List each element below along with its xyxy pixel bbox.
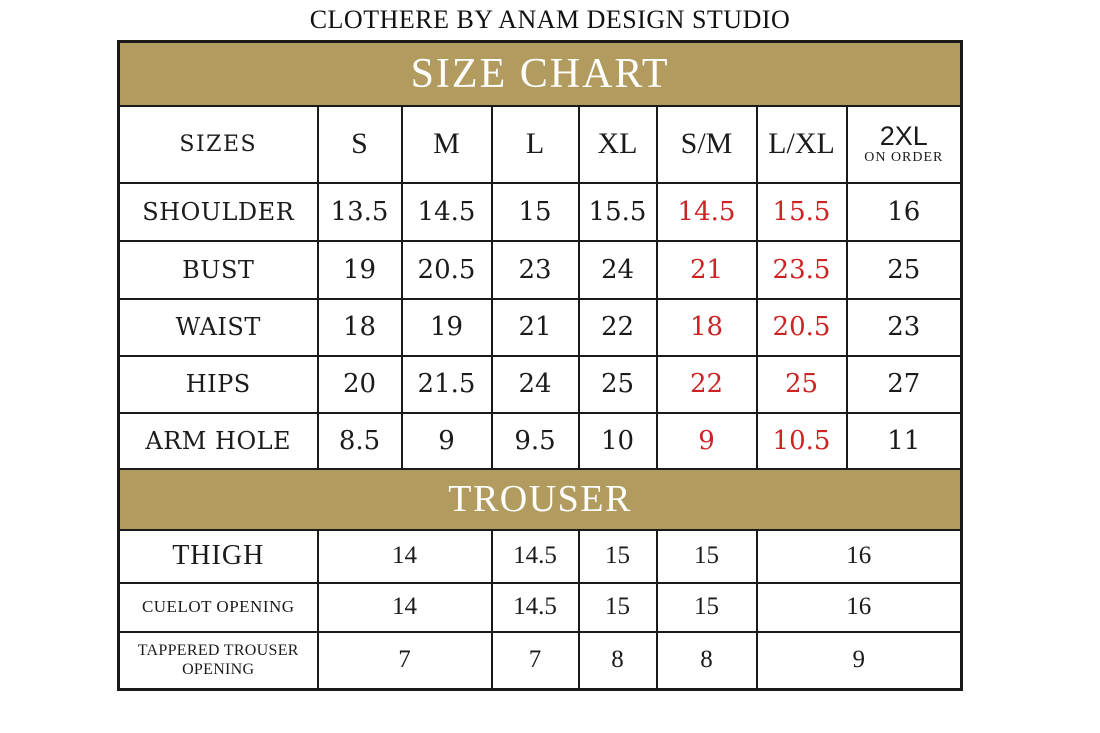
column-header-2xl: 2XL ON ORDER (845, 104, 963, 184)
cell-thigh-lxl-span: 16 (755, 528, 963, 584)
cell-shoulder-lxl: 15.5 (755, 181, 848, 242)
cell-hips-xl: 25 (577, 354, 658, 414)
brand-title: CLOTHERE BY ANAM DESIGN STUDIO (309, 5, 791, 34)
row-label-bust: BUST (117, 239, 319, 300)
cell-waist-lxl: 20.5 (755, 297, 848, 357)
cell-shoulder-xl: 15.5 (577, 181, 658, 242)
cell-thigh-sm: 15 (655, 528, 758, 584)
cell-shoulder-s: 13.5 (316, 181, 403, 242)
table-row-armhole: ARM HOLE 8.5 9 9.5 10 9 10.5 11 (117, 411, 963, 470)
cell-tappered-lxl-span: 9 (755, 630, 963, 691)
column-header-2xl-label: 2XL (879, 121, 928, 151)
column-header-m: M (400, 104, 493, 184)
cell-armhole-xl: 10 (577, 411, 658, 470)
cell-hips-sm: 22 (655, 354, 758, 414)
table-row-thigh: THIGH 14 14.5 15 15 16 (117, 528, 963, 584)
column-header-2xl-note: ON ORDER (864, 150, 944, 165)
cell-bust-m: 20.5 (400, 239, 493, 300)
cell-hips-s: 20 (316, 354, 403, 414)
cell-cuelot-lxl-span: 16 (755, 581, 963, 633)
cell-thigh-l: 14.5 (490, 528, 580, 584)
cell-waist-xl: 22 (577, 297, 658, 357)
cell-bust-xl: 24 (577, 239, 658, 300)
cell-hips-lxl: 25 (755, 354, 848, 414)
cell-armhole-l: 9.5 (490, 411, 580, 470)
cell-bust-sm: 21 (655, 239, 758, 300)
column-header-sizes: SIZES (117, 104, 319, 184)
row-label-hips: HIPS (117, 354, 319, 414)
cell-waist-2xl: 23 (845, 297, 963, 357)
row-label-waist: WAIST (117, 297, 319, 357)
size-chart-container: SIZE CHART SIZES S M L XL S/M L/XL 2XL O… (117, 40, 964, 691)
cell-cuelot-sm: 15 (655, 581, 758, 633)
cell-armhole-sm: 9 (655, 411, 758, 470)
cell-shoulder-m: 14.5 (400, 181, 493, 242)
cell-armhole-2xl: 11 (845, 411, 963, 470)
cell-tappered-sm: 8 (655, 630, 758, 691)
trouser-banner: TROUSER (117, 467, 963, 531)
cell-cuelot-xl: 15 (577, 581, 658, 633)
cell-tappered-sm-span: 7 (316, 630, 493, 691)
cell-shoulder-sm: 14.5 (655, 181, 758, 242)
trouser-banner-row: TROUSER (117, 467, 963, 531)
row-label-cuelot-opening: CUELOT OPENING (117, 581, 319, 633)
cell-hips-m: 21.5 (400, 354, 493, 414)
cell-bust-s: 19 (316, 239, 403, 300)
column-header-s: S (316, 104, 403, 184)
cell-armhole-lxl: 10.5 (755, 411, 848, 470)
cell-shoulder-l: 15 (490, 181, 580, 242)
table-row-bust: BUST 19 20.5 23 24 21 23.5 25 (117, 239, 963, 300)
cell-bust-l: 23 (490, 239, 580, 300)
table-row-shoulder: SHOULDER 13.5 14.5 15 15.5 14.5 15.5 16 (117, 181, 963, 242)
table-row-tappered: TAPPERED TROUSER OPENING 7 7 8 8 9 (117, 630, 963, 691)
cell-tappered-xl: 8 (577, 630, 658, 691)
cell-thigh-sm-span: 14 (316, 528, 493, 584)
table-row-cuelot: CUELOT OPENING 14 14.5 15 15 16 (117, 581, 963, 633)
row-label-shoulder: SHOULDER (117, 181, 319, 242)
table-row-hips: HIPS 20 21.5 24 25 22 25 27 (117, 354, 963, 414)
cell-bust-lxl: 23.5 (755, 239, 848, 300)
cell-thigh-xl: 15 (577, 528, 658, 584)
size-header-row: SIZES S M L XL S/M L/XL 2XL ON ORDER (117, 104, 963, 184)
cell-waist-sm: 18 (655, 297, 758, 357)
cell-waist-l: 21 (490, 297, 580, 357)
column-header-l: L (490, 104, 580, 184)
cell-tappered-l: 7 (490, 630, 580, 691)
size-chart-table: SIZE CHART SIZES S M L XL S/M L/XL 2XL O… (117, 40, 964, 691)
column-header-xl: XL (577, 104, 658, 184)
cell-shoulder-2xl: 16 (845, 181, 963, 242)
size-chart-banner-row: SIZE CHART (117, 40, 963, 107)
row-label-thigh: THIGH (117, 528, 319, 584)
cell-cuelot-l: 14.5 (490, 581, 580, 633)
cell-armhole-s: 8.5 (316, 411, 403, 470)
cell-cuelot-sm-span: 14 (316, 581, 493, 633)
row-label-tappered-trouser-opening: TAPPERED TROUSER OPENING (117, 630, 319, 691)
size-chart-banner: SIZE CHART (117, 40, 963, 107)
cell-hips-l: 24 (490, 354, 580, 414)
cell-armhole-m: 9 (400, 411, 493, 470)
cell-bust-2xl: 25 (845, 239, 963, 300)
column-header-sm: S/M (655, 104, 758, 184)
column-header-lxl: L/XL (755, 104, 848, 184)
table-row-waist: WAIST 18 19 21 22 18 20.5 23 (117, 297, 963, 357)
cell-hips-2xl: 27 (845, 354, 963, 414)
cell-waist-m: 19 (400, 297, 493, 357)
row-label-armhole: ARM HOLE (117, 411, 319, 470)
cell-waist-s: 18 (316, 297, 403, 357)
